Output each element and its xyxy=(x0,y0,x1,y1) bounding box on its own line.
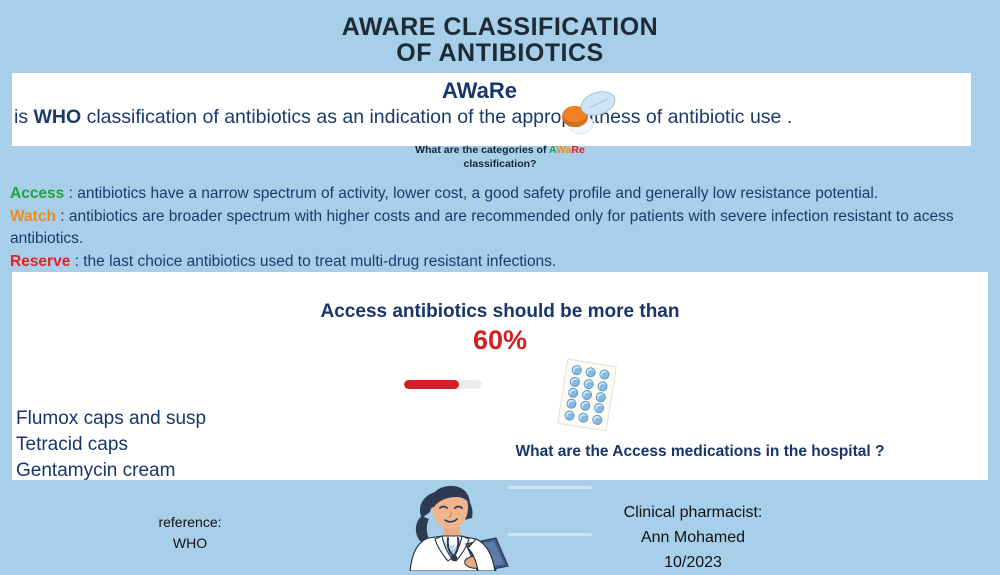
category-name-reserve: Reserve xyxy=(10,252,71,270)
pharmacist-illustration xyxy=(409,485,509,571)
blister-pill xyxy=(568,375,581,388)
blister-pill xyxy=(584,366,597,379)
aware-letters-re: Re xyxy=(571,144,585,156)
category-separator-reserve: : xyxy=(70,252,84,270)
blister-pill xyxy=(563,409,575,421)
page-title-line-2: OF ANTIBIOTICS xyxy=(396,39,604,67)
list-item: Gentamycin cream xyxy=(16,460,176,481)
credit-block: Clinical pharmacist: Ann Mohamed 10/2023 xyxy=(570,500,816,575)
credit-role: Clinical pharmacist: xyxy=(623,504,763,521)
list-item: Tetracid caps xyxy=(16,434,128,455)
pill-cluster-decoration xyxy=(556,87,619,136)
blister-pill xyxy=(591,414,604,426)
category-separator-watch: : xyxy=(55,207,69,225)
category-name-watch: Watch xyxy=(10,207,56,225)
definition-text-after: classification of antibiotics as an indi… xyxy=(81,106,793,128)
blister-pill xyxy=(570,364,583,376)
access-progress-fill xyxy=(404,380,459,389)
access-medications-question: What are the Access medications in the h… xyxy=(515,443,885,460)
access-percent-value: 60% xyxy=(472,325,528,355)
category-separator-access: : xyxy=(64,185,78,202)
blister-pill xyxy=(597,380,609,392)
category-description-reserve: the last choice antibiotics used to trea… xyxy=(83,252,557,270)
category-line-access: Access : antibiotics have a narrow spect… xyxy=(10,183,995,206)
page-title-line-1: AWARE CLASSIFICATION xyxy=(341,13,659,41)
aware-letter-a: A xyxy=(548,144,556,156)
reference-value: WHO xyxy=(172,535,208,551)
category-line-reserve: Reserve : the last choice antibiotics us… xyxy=(10,251,995,274)
blister-pack-icon xyxy=(557,358,617,432)
definition-bold-who: WHO xyxy=(33,106,82,128)
definition-panel xyxy=(12,73,971,146)
aware-letters-wa: Wa xyxy=(556,144,572,156)
credit-name: Ann Mohamed xyxy=(640,529,746,546)
category-definitions-list: Access : antibiotics have a narrow spect… xyxy=(10,183,995,273)
blister-pill xyxy=(598,368,611,381)
category-description-watch: antibiotics are broader spectrum with hi… xyxy=(10,207,954,248)
blister-sheet xyxy=(557,358,617,432)
blister-pill xyxy=(565,398,577,410)
definition-text-before: is xyxy=(14,106,34,128)
blister-pill xyxy=(579,400,591,412)
definition-text: is WHO classification of antibiotics as … xyxy=(14,106,954,128)
reference-block: reference: WHO xyxy=(110,512,270,554)
medication-list: Flumox caps and susp Tetracid caps Genta… xyxy=(16,406,336,484)
categories-question-lead: What are the categories of xyxy=(415,144,549,156)
category-line-watch: Watch : antibiotics are broader spectrum… xyxy=(10,206,995,251)
blister-pill xyxy=(595,391,607,403)
credit-date: 10/2023 xyxy=(664,554,722,571)
blister-pill xyxy=(581,389,593,401)
categories-question: What are the categories of AWaRe classif… xyxy=(0,143,1000,171)
decorative-line xyxy=(508,533,592,536)
blister-pill xyxy=(583,378,595,390)
aware-heading: AWaRe xyxy=(442,78,517,103)
decorative-line xyxy=(508,486,592,489)
blister-pill xyxy=(567,387,579,399)
list-item: Flumox caps and susp xyxy=(16,408,207,429)
blister-pill xyxy=(577,411,590,424)
access-panel xyxy=(12,272,988,480)
blister-pill xyxy=(593,402,606,415)
access-progress-bar xyxy=(404,380,482,389)
reference-label: reference: xyxy=(158,514,222,530)
access-statement: Access antibiotics should be more than xyxy=(320,301,680,322)
category-description-access: antibiotics have a narrow spectrum of ac… xyxy=(77,185,879,202)
page-title: AWARE CLASSIFICATION OF ANTIBIOTICS xyxy=(0,14,1000,66)
category-name-access: Access xyxy=(10,185,65,202)
categories-question-tail: classification? xyxy=(463,158,537,170)
